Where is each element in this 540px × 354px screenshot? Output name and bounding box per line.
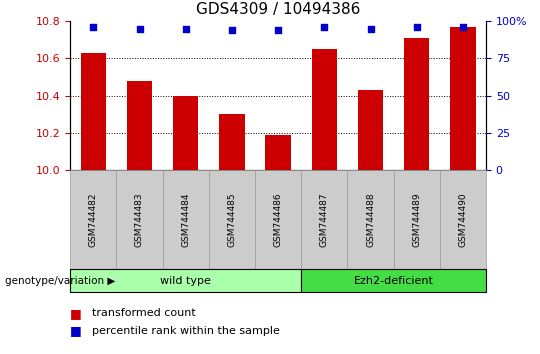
Text: Ezh2-deficient: Ezh2-deficient — [354, 275, 434, 286]
Text: GSM744483: GSM744483 — [135, 192, 144, 247]
Point — [458, 24, 467, 30]
Text: wild type: wild type — [160, 275, 211, 286]
Title: GDS4309 / 10494386: GDS4309 / 10494386 — [196, 2, 360, 17]
Bar — [70, 170, 117, 269]
Bar — [173, 96, 198, 170]
Text: genotype/variation ▶: genotype/variation ▶ — [5, 275, 116, 286]
Point — [135, 26, 144, 32]
Point — [320, 24, 329, 30]
Point — [89, 24, 98, 30]
Bar — [255, 170, 301, 269]
Bar — [404, 38, 429, 170]
Bar — [219, 114, 245, 170]
Text: transformed count: transformed count — [92, 308, 195, 318]
Text: ■: ■ — [70, 307, 82, 320]
Bar — [127, 81, 152, 170]
Bar — [80, 53, 106, 170]
Bar — [394, 170, 440, 269]
Point — [413, 24, 421, 30]
Text: GSM744489: GSM744489 — [412, 192, 421, 247]
Bar — [347, 170, 394, 269]
Bar — [312, 49, 337, 170]
Text: percentile rank within the sample: percentile rank within the sample — [92, 326, 280, 336]
Bar — [163, 170, 209, 269]
Point — [227, 27, 236, 33]
Text: GSM744484: GSM744484 — [181, 192, 190, 247]
Text: GSM744488: GSM744488 — [366, 192, 375, 247]
Bar — [265, 135, 291, 170]
Bar — [450, 27, 476, 170]
Bar — [117, 170, 163, 269]
Text: GSM744487: GSM744487 — [320, 192, 329, 247]
Text: GSM744485: GSM744485 — [227, 192, 237, 247]
Bar — [301, 269, 486, 292]
Bar — [440, 170, 486, 269]
Text: GSM744486: GSM744486 — [274, 192, 282, 247]
Point — [366, 26, 375, 32]
Bar — [209, 170, 255, 269]
Bar — [358, 90, 383, 170]
Point — [181, 26, 190, 32]
Bar — [301, 170, 347, 269]
Text: ■: ■ — [70, 325, 82, 337]
Point — [274, 27, 282, 33]
Text: GSM744490: GSM744490 — [458, 192, 468, 247]
Bar — [70, 269, 301, 292]
Text: GSM744482: GSM744482 — [89, 192, 98, 247]
